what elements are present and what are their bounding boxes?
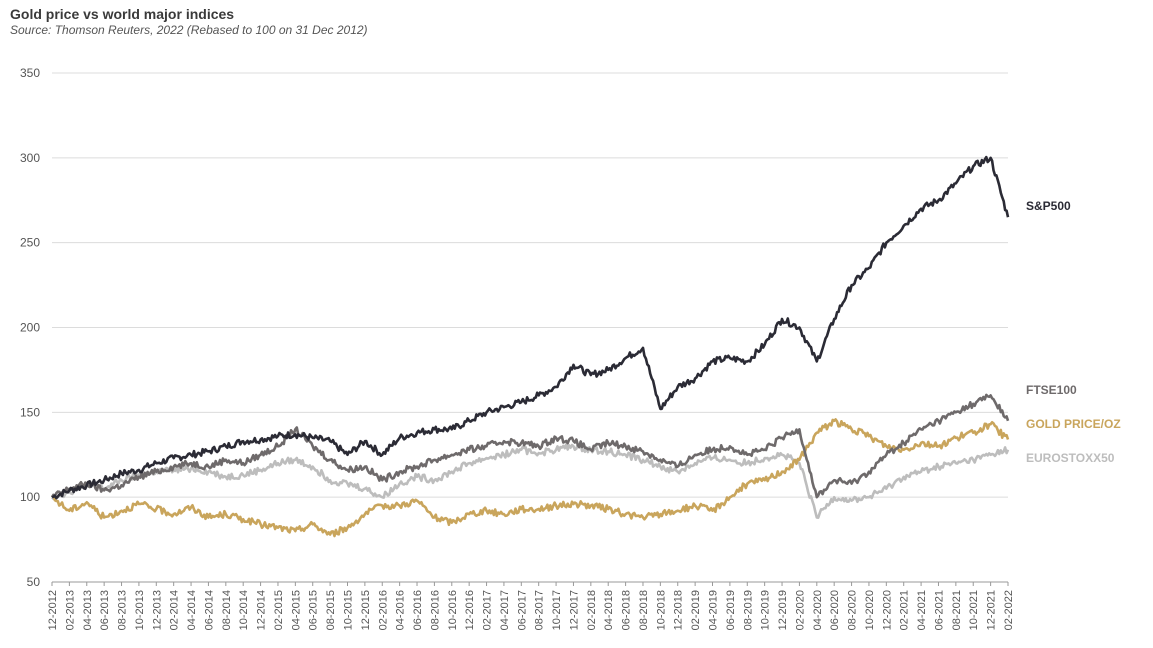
x-tick-label: 08-2018 [638, 590, 650, 630]
x-tick-label: 04-2013 [82, 590, 94, 630]
series-line-eurostoxx50 [51, 443, 1010, 519]
series-labels: S&P500 FTSE100 GOLD PRICE/OZ EUROSTOXX50 [1026, 199, 1121, 465]
y-tick-label: 150 [20, 405, 40, 419]
x-tick-label: 04-2017 [499, 590, 511, 630]
x-tick-label: 12-2020 [881, 590, 893, 630]
x-tick-label: 06-2021 [933, 590, 945, 630]
x-axis: 12-2012 02-2013 04-2013 06-2013 08-2013 10-20… [47, 582, 1015, 630]
x-tick-label: 06-2019 [725, 590, 737, 630]
x-tick-label: 02-2018 [586, 590, 598, 630]
x-tick-label: 12-2013 [151, 590, 163, 630]
x-tick-label: 12-2016 [464, 590, 476, 630]
x-tick-label: 12-2021 [986, 590, 998, 630]
x-tick-label: 08-2020 [847, 590, 859, 630]
x-tick-label: 10-2016 [447, 590, 459, 630]
x-tick-label: 12-2012 [47, 590, 59, 630]
x-tick-label: 02-2015 [273, 590, 285, 630]
chart-title: Gold price vs world major indices [10, 6, 235, 22]
y-tick-label: 250 [20, 236, 40, 250]
x-tick-label: 04-2021 [916, 590, 928, 630]
x-tick-label: 06-2015 [308, 590, 320, 630]
x-tick-label: 08-2013 [117, 590, 129, 630]
x-tick-label: 06-2020 [829, 590, 841, 630]
x-tick-label: 02-2016 [377, 590, 389, 630]
x-tick-label: 06-2014 [203, 590, 215, 630]
x-tick-label: 06-2016 [412, 590, 424, 630]
x-tick-label: 06-2018 [621, 590, 633, 630]
x-tick-label: 10-2017 [551, 590, 563, 630]
x-tick-label: 08-2017 [534, 590, 546, 630]
x-tick-label: 10-2018 [655, 590, 667, 630]
series-label-ftse100: FTSE100 [1026, 383, 1077, 397]
series-lines [50, 155, 1010, 538]
grid-lines [52, 72, 1008, 583]
x-tick-label: 08-2016 [429, 590, 441, 630]
x-tick-label: 02-2021 [899, 590, 911, 630]
x-tick-label: 02-2022 [1003, 590, 1015, 630]
x-tick-label: 12-2015 [360, 590, 372, 630]
x-tick-label: 08-2019 [742, 590, 754, 630]
series-label-s-p500: S&P500 [1026, 199, 1071, 213]
series-label-eurostoxx50: EUROSTOXX50 [1026, 451, 1115, 465]
x-tick-label: 04-2016 [395, 590, 407, 630]
x-tick-label: 02-2020 [794, 590, 806, 630]
x-tick-label: 10-2015 [342, 590, 354, 630]
x-tick-label: 04-2018 [603, 590, 615, 630]
x-tick-label: 12-2018 [673, 590, 685, 630]
y-tick-label: 200 [20, 321, 40, 335]
x-tick-label: 08-2015 [325, 590, 337, 630]
x-tick-label: 06-2017 [516, 590, 528, 630]
x-tick-label: 10-2019 [760, 590, 772, 630]
y-axis: 50 100 150 200 250 300 350 [20, 66, 40, 589]
series-line-s-p500 [51, 155, 1010, 500]
y-tick-label: 350 [20, 66, 40, 80]
y-tick-label: 300 [20, 151, 40, 165]
x-tick-label: 06-2013 [99, 590, 111, 630]
x-tick-label: 10-2020 [864, 590, 876, 630]
x-tick-label: 02-2013 [64, 590, 76, 630]
x-tick-label: 02-2017 [482, 590, 494, 630]
y-tick-label: 50 [27, 575, 41, 589]
x-tick-label: 10-2014 [238, 590, 250, 630]
x-tick-label: 12-2017 [568, 590, 580, 630]
x-tick-label: 10-2021 [968, 590, 980, 630]
series-line-ftse100 [50, 393, 1010, 499]
x-tick-label: 04-2020 [812, 590, 824, 630]
x-tick-label: 10-2013 [134, 590, 146, 630]
y-tick-label: 100 [20, 490, 40, 504]
x-tick-label: 08-2021 [951, 590, 963, 630]
chart-subtitle: Source: Thomson Reuters, 2022 (Rebased t… [10, 23, 368, 37]
series-line-gold-price-oz [50, 418, 1010, 538]
x-tick-label: 02-2014 [169, 590, 181, 630]
x-tick-label: 12-2014 [256, 590, 268, 630]
x-tick-label: 04-2015 [290, 590, 302, 630]
x-tick-label: 04-2014 [186, 590, 198, 630]
series-label-gold-price-oz: GOLD PRICE/OZ [1026, 417, 1121, 431]
x-tick-label: 08-2014 [221, 590, 233, 630]
x-tick-label: 04-2019 [708, 590, 720, 630]
x-tick-label: 02-2019 [690, 590, 702, 630]
x-tick-label: 12-2019 [777, 590, 789, 630]
